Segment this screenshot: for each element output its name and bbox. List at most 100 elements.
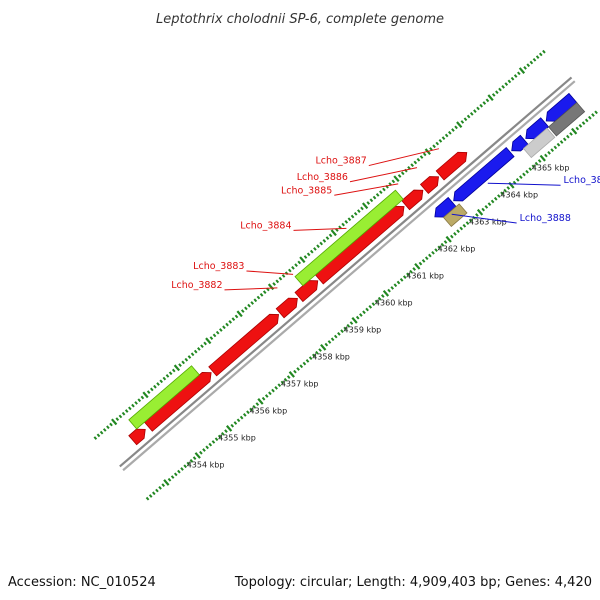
tick-label: 4358 kbp — [312, 352, 350, 361]
tick-dot — [438, 138, 443, 143]
tick-dot — [459, 226, 464, 231]
tick-dot — [286, 375, 291, 379]
tick-dot — [219, 328, 223, 332]
tick-dot — [365, 307, 369, 312]
tick-dot — [302, 361, 307, 366]
tick-dot — [306, 252, 311, 257]
tick-dot — [93, 436, 98, 440]
accession-text: Accession: NC_010524 — [8, 575, 156, 590]
tick-dot — [246, 410, 250, 415]
tick-label: 4355 kbp — [218, 434, 256, 443]
tick-dot — [96, 433, 101, 438]
leader-line — [334, 183, 399, 196]
tick-dot — [291, 265, 295, 270]
tick-dot — [482, 101, 487, 105]
tick-dot — [487, 202, 492, 207]
tick-dot — [296, 367, 300, 371]
tick-dot — [163, 479, 170, 486]
tick-dot — [357, 209, 361, 213]
outer-tick-dots — [93, 49, 546, 440]
tick-dot — [146, 390, 151, 394]
gene-label-lcho_3889: Lcho_3889 — [564, 175, 600, 186]
tick-dot — [111, 418, 118, 426]
tick-dot — [518, 67, 526, 74]
tick-dot — [128, 406, 132, 411]
tick-dot — [247, 303, 251, 308]
tick-dot — [145, 496, 150, 501]
leader-line — [368, 148, 440, 167]
tick-dot — [137, 398, 142, 403]
genome-backbone — [119, 76, 576, 472]
tick-dot — [506, 186, 511, 190]
tick-dot — [231, 317, 236, 322]
tick-labels: 4354 kbp 4355 kbp 4356 kbp 4357 kbp 4358 kbp… — [187, 163, 570, 469]
tick-dot — [234, 314, 239, 319]
tick-dot — [299, 364, 304, 369]
tick-dot — [487, 94, 494, 102]
tick-dot — [280, 380, 285, 385]
tick-dot — [346, 323, 351, 328]
tick-dot — [124, 409, 129, 413]
tick-dot — [581, 121, 586, 125]
tick-dot — [221, 431, 225, 436]
tick-dot — [443, 240, 448, 244]
tick-dot — [525, 169, 529, 174]
tick-dot — [515, 177, 520, 182]
tick-dot — [193, 349, 198, 354]
tick-dot — [203, 341, 207, 346]
tick-dot — [393, 175, 400, 183]
tick-dot — [324, 342, 329, 347]
tick-dot — [288, 268, 292, 273]
tick-dot — [444, 133, 449, 138]
tick-dot — [327, 340, 332, 344]
tick-dot — [396, 280, 401, 285]
tick-dot — [277, 383, 282, 388]
tick-dot — [575, 126, 580, 131]
tick-dot — [556, 142, 561, 147]
tick-dot — [406, 272, 410, 277]
backbone-line — [122, 80, 576, 472]
tick-dot — [344, 220, 349, 224]
tick-dot — [148, 494, 153, 498]
tick-dot — [212, 333, 217, 338]
tick-dot — [115, 417, 120, 422]
tick-dot — [140, 395, 145, 400]
tick-dot — [382, 187, 386, 192]
tick-dot — [371, 302, 376, 307]
tick-dot — [183, 464, 187, 469]
tick-dot — [377, 296, 382, 301]
leader-line — [451, 213, 517, 224]
tick-label: 4365 kbp — [532, 163, 570, 172]
tick-dot — [167, 477, 172, 482]
tick-dot — [131, 403, 135, 408]
tick-dot — [350, 214, 355, 219]
tick-dot — [413, 160, 418, 165]
tick-dot — [274, 386, 278, 390]
tick-dot — [211, 440, 216, 444]
tick-dot — [214, 437, 219, 442]
tick-dot — [562, 137, 567, 142]
backbone-line — [119, 76, 573, 468]
leader-line — [224, 287, 278, 291]
tick-dot — [281, 274, 286, 278]
tick-dot — [209, 336, 214, 340]
tick-dot — [313, 247, 317, 251]
tick-dot — [503, 188, 507, 193]
tick-dot — [414, 262, 421, 270]
tick-dot — [109, 422, 113, 427]
tick-dot — [208, 442, 213, 447]
tick-dot — [257, 398, 264, 405]
tick-dot — [230, 423, 235, 428]
tick-dot — [437, 245, 442, 250]
tick-dot — [309, 249, 314, 254]
feature-cds-4 — [275, 297, 298, 319]
tick-dot — [225, 425, 233, 432]
tick-dot — [362, 310, 366, 315]
tick-dot — [569, 132, 573, 136]
gene-label-lcho_3883: Lcho_3883 — [193, 261, 244, 272]
tick-dot — [529, 60, 534, 65]
tick-dot — [416, 157, 421, 162]
tick-label: 4362 kbp — [438, 244, 476, 253]
tick-dot — [479, 103, 483, 108]
tick-dot — [236, 310, 243, 318]
